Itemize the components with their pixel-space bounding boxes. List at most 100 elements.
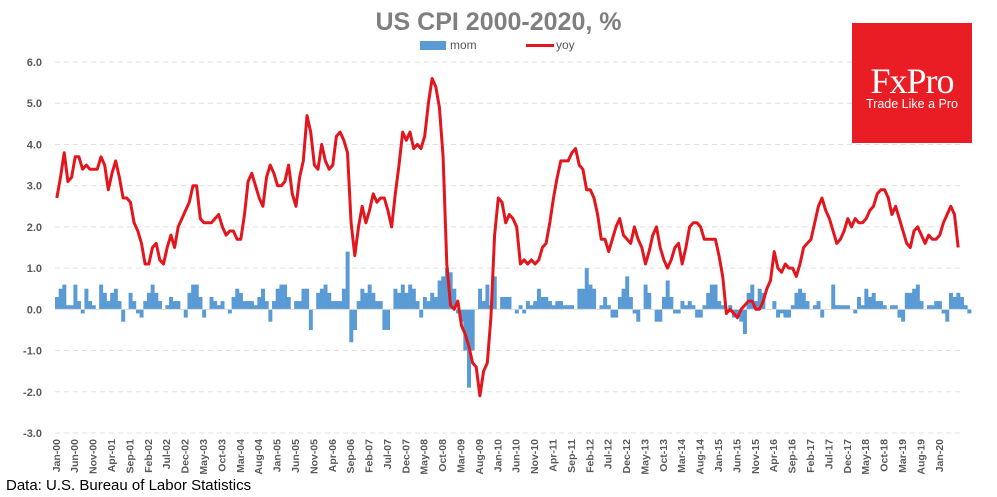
logo-tagline: Trade Like a Pro [866, 97, 958, 111]
mom-bar [592, 288, 597, 310]
mom-bar [128, 292, 133, 310]
mom-bar [275, 288, 280, 310]
mom-bar [581, 288, 586, 310]
y-tick-label: 0.0 [27, 304, 42, 316]
mom-bar [55, 296, 59, 310]
mom-bar [908, 292, 913, 310]
mom-bar [323, 284, 328, 310]
data-source-note: Data: U.S. Bureau of Labor Statistics [6, 477, 252, 494]
mom-bar [397, 292, 402, 310]
mom-bar [319, 288, 324, 310]
mom-bar [676, 309, 681, 314]
x-tick-label: Jan-05 [272, 439, 284, 472]
mom-bar [588, 284, 593, 310]
mom-bar [99, 284, 104, 310]
mom-bar [544, 296, 549, 310]
mom-bar [801, 292, 806, 310]
mom-bar [430, 292, 435, 310]
mom-bar [261, 288, 265, 310]
mom-bar [695, 309, 700, 318]
mom-bar [503, 296, 508, 310]
mom-bar [341, 288, 346, 310]
x-tick-label: Jul-17 [823, 439, 835, 470]
mom-bar [570, 305, 575, 310]
mom-bar [294, 301, 299, 310]
mom-bar [790, 305, 795, 310]
mom-bar [194, 284, 199, 310]
mom-bar [492, 276, 497, 310]
mom-bar [702, 305, 707, 310]
mom-bar [647, 292, 652, 310]
mom-bar [540, 296, 545, 310]
mom-bar [904, 292, 909, 310]
mom-bar [382, 309, 387, 330]
mom-bar [566, 305, 571, 310]
mom-bar [297, 301, 302, 310]
mom-bar [669, 296, 674, 310]
mom-bar [176, 301, 181, 310]
mom-bar [220, 301, 225, 310]
mom-bar [411, 288, 416, 310]
x-tick-label: Aug-19 [915, 439, 927, 475]
mom-bar [316, 292, 321, 310]
mom-bar [198, 296, 203, 310]
x-tick-label: Jul-02 [161, 439, 173, 470]
mom-bar [433, 296, 438, 310]
mom-bar [437, 280, 442, 310]
mom-bar [470, 309, 475, 351]
mom-bar [559, 301, 563, 310]
mom-bar [371, 292, 376, 310]
y-tick-label: 4.0 [27, 139, 42, 151]
mom-bar [941, 309, 946, 314]
mom-bar [750, 284, 755, 310]
mom-bar [257, 296, 262, 310]
mom-bar [691, 305, 696, 310]
mom-bar [783, 309, 788, 318]
mom-bar [378, 301, 383, 310]
x-tick-label: Feb-17 [805, 439, 817, 473]
mom-bar [349, 309, 354, 343]
x-tick-label: Oct-18 [879, 439, 891, 472]
mom-bar [235, 288, 240, 310]
mom-bar [481, 301, 486, 310]
mom-bar [901, 309, 906, 322]
mom-bar [507, 296, 512, 310]
mom-bar [187, 292, 192, 310]
mom-bar [555, 301, 560, 310]
mom-bar [930, 305, 935, 310]
mom-bar [183, 309, 188, 318]
mom-bar [577, 288, 582, 310]
mom-bar [58, 288, 63, 310]
x-tick-label: Apr-11 [547, 439, 559, 472]
mom-bar [452, 288, 457, 310]
mom-bar [856, 296, 861, 310]
mom-bar [584, 268, 589, 310]
mom-bar [191, 284, 196, 310]
mom-bar [66, 305, 71, 310]
mom-bar [536, 288, 541, 310]
mom-bar [776, 309, 781, 318]
x-tick-label: Mar-14 [676, 439, 688, 473]
mom-bar [91, 305, 96, 310]
mom-bar [890, 305, 895, 310]
mom-bar [948, 292, 953, 310]
mom-bar [603, 296, 608, 310]
mom-bar [915, 284, 920, 310]
yoy-line [55, 77, 960, 398]
mom-bar [720, 305, 725, 310]
mom-bar [154, 292, 159, 310]
mom-bar [728, 305, 733, 310]
mom-bar [658, 309, 663, 322]
mom-bar [934, 301, 939, 310]
x-tick-label: Aug-09 [474, 439, 486, 475]
mom-bar [135, 309, 140, 314]
mom-bar [525, 301, 530, 310]
mom-bar [684, 305, 689, 310]
x-tick-label: Dec-02 [180, 439, 192, 474]
mom-bar [364, 292, 369, 310]
mom-bar [547, 301, 552, 310]
mom-bar [636, 309, 641, 322]
mom-bar [897, 309, 902, 318]
mom-bar [831, 284, 836, 310]
